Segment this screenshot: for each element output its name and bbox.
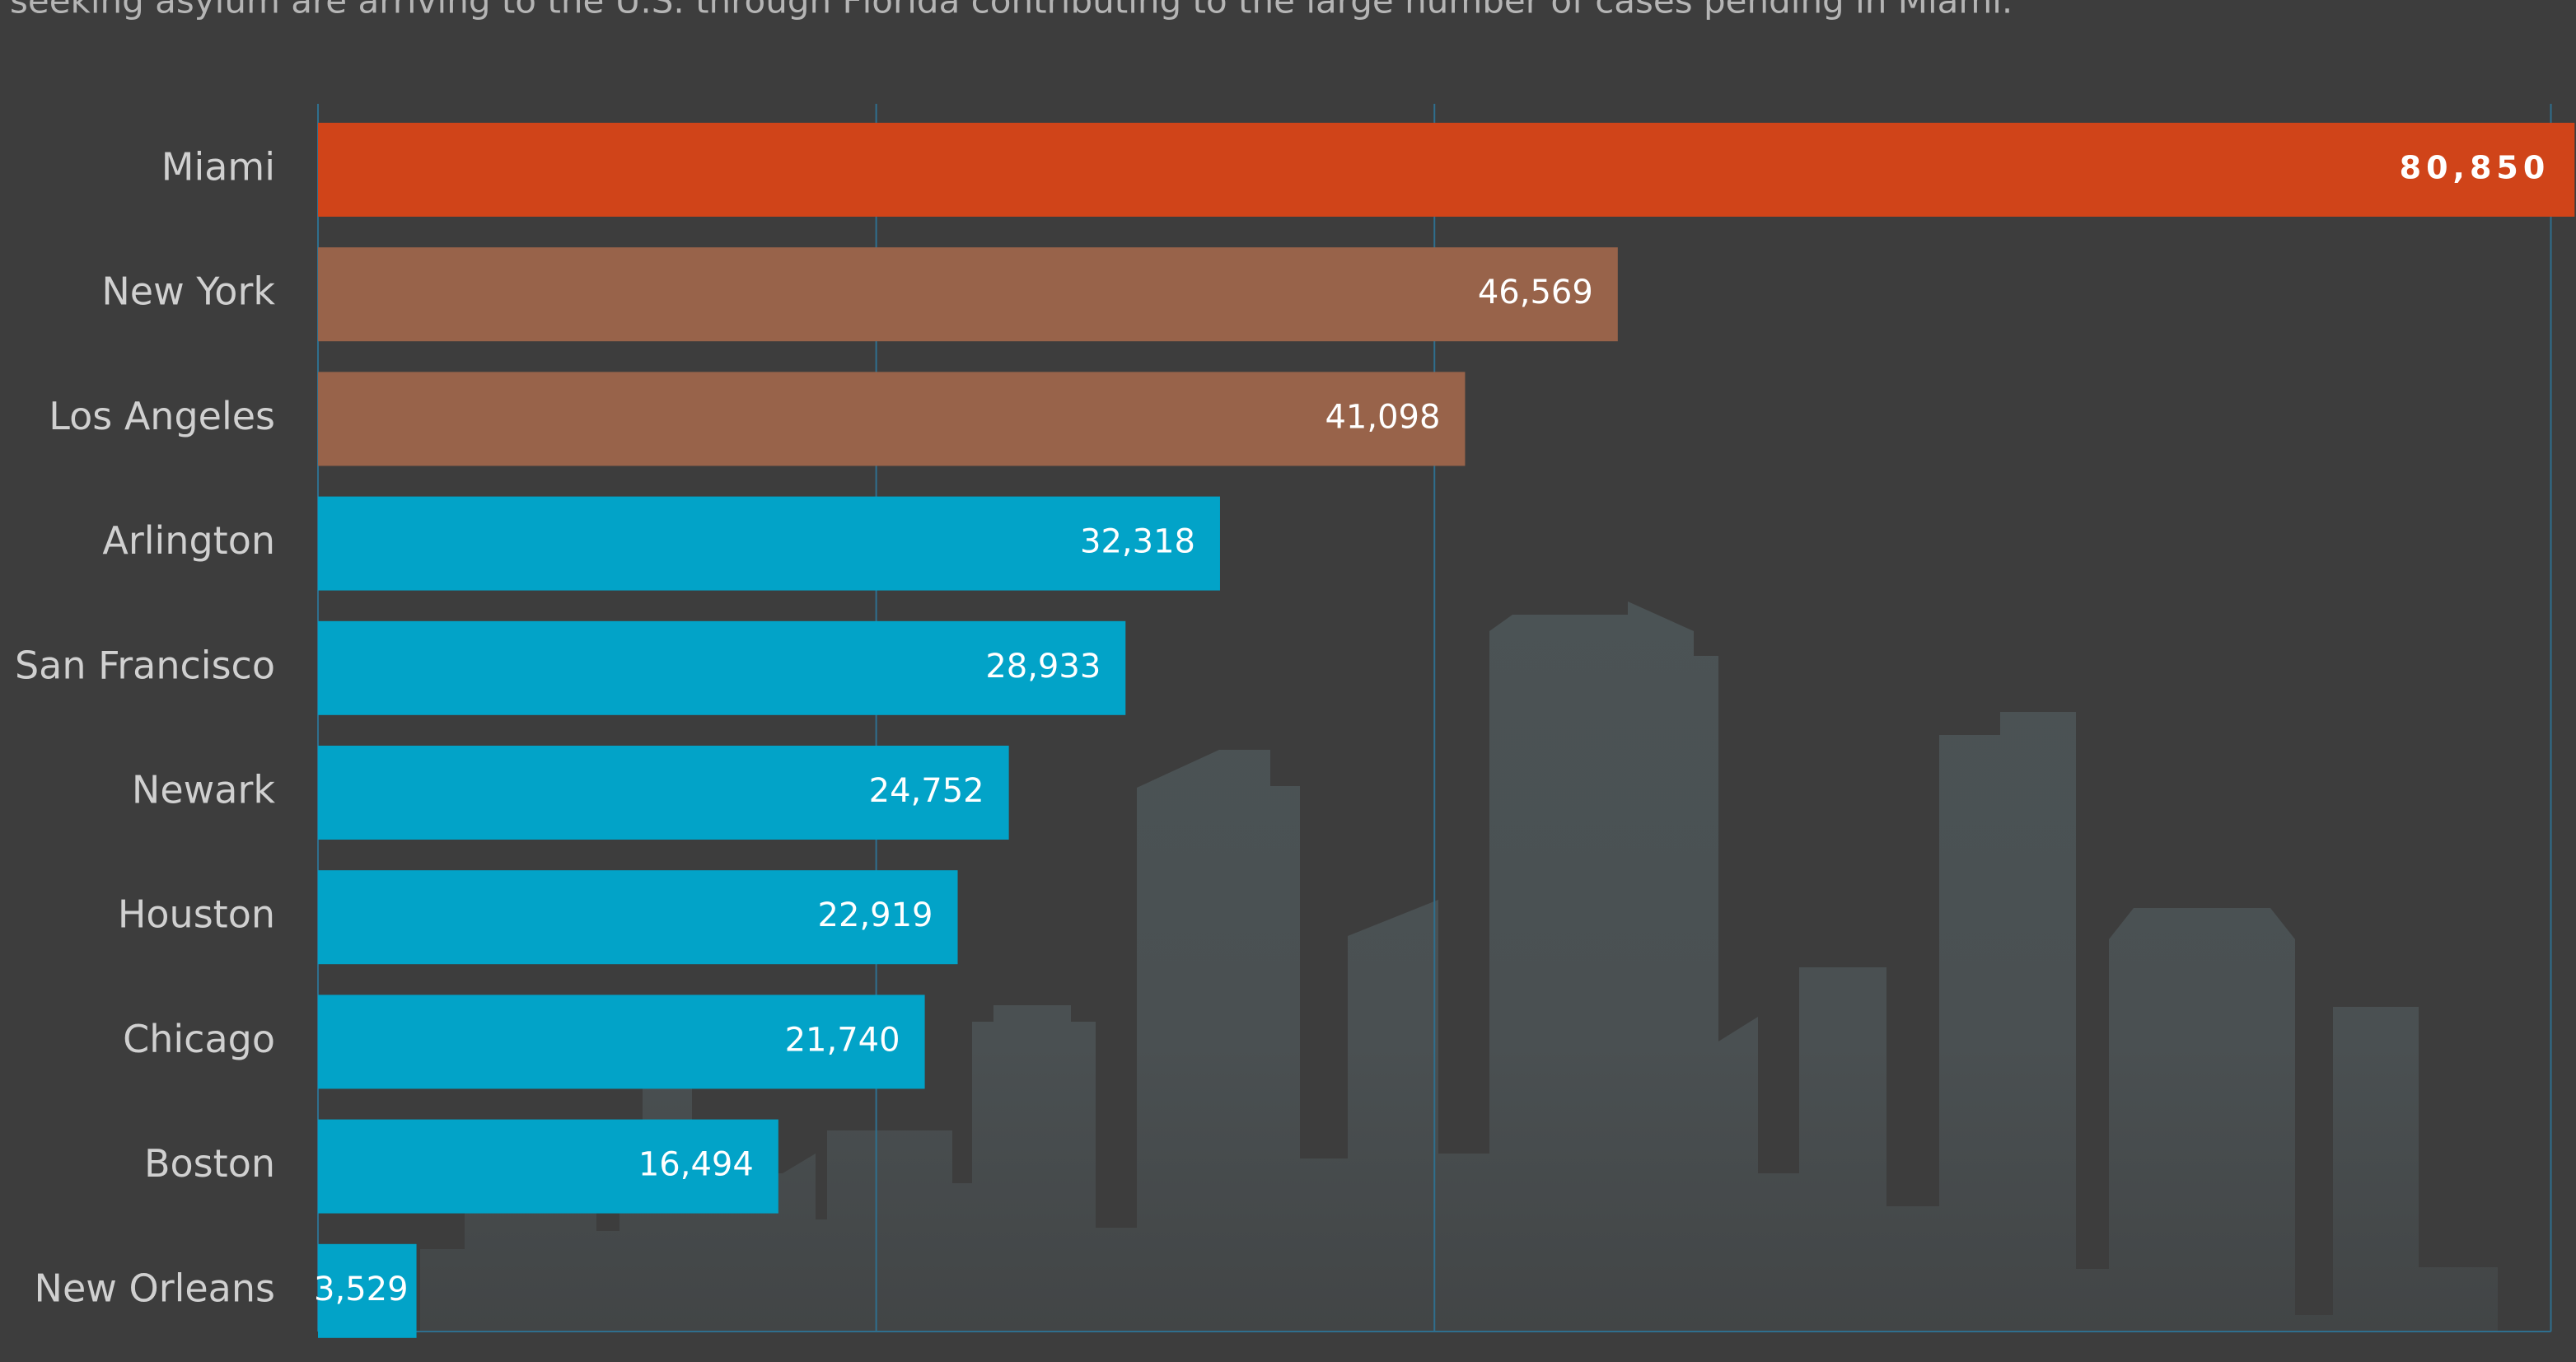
bar: [318, 123, 2575, 217]
bar: [318, 496, 1220, 591]
y-tick-label: Boston: [144, 1141, 275, 1186]
y-tick-label: New Orleans: [35, 1266, 275, 1310]
bar: [318, 870, 958, 965]
bar: [318, 746, 1009, 840]
skyline: [420, 601, 2498, 1332]
value-label: 80,850: [2400, 150, 2550, 186]
value-label: 3,529: [314, 1271, 409, 1308]
y-tick-label: Arlington: [102, 518, 275, 563]
bar: [318, 995, 925, 1089]
value-label: 32,318: [1080, 523, 1195, 561]
bar: [318, 1243, 417, 1338]
bar: [318, 247, 1618, 342]
value-label: 16,494: [638, 1146, 754, 1184]
y-tick-label: Miami: [161, 145, 275, 190]
bar: [318, 1119, 778, 1214]
bar: [318, 372, 1466, 466]
bars: Miami 80,850 New York 46,569 Los Angeles 41,0…: [15, 123, 2575, 1338]
value-label: 22,919: [818, 896, 933, 934]
value-label: 41,098: [1325, 398, 1440, 436]
value-label: 24,752: [869, 772, 984, 810]
y-tick-label: Chicago: [123, 1017, 275, 1061]
value-label: 21,740: [785, 1021, 900, 1059]
y-tick-label: Houston: [118, 892, 275, 937]
value-label: 46,569: [1478, 274, 1593, 311]
y-tick-label: New York: [101, 269, 275, 314]
subtitle: seeking asylum are arriving to the U.S. …: [10, 0, 2013, 21]
y-tick-label: San Francisco: [15, 643, 275, 687]
y-tick-label: Newark: [132, 768, 275, 812]
value-label: 28,933: [985, 648, 1101, 686]
bar: [318, 620, 1126, 715]
y-tick-label: Los Angeles: [49, 394, 275, 438]
